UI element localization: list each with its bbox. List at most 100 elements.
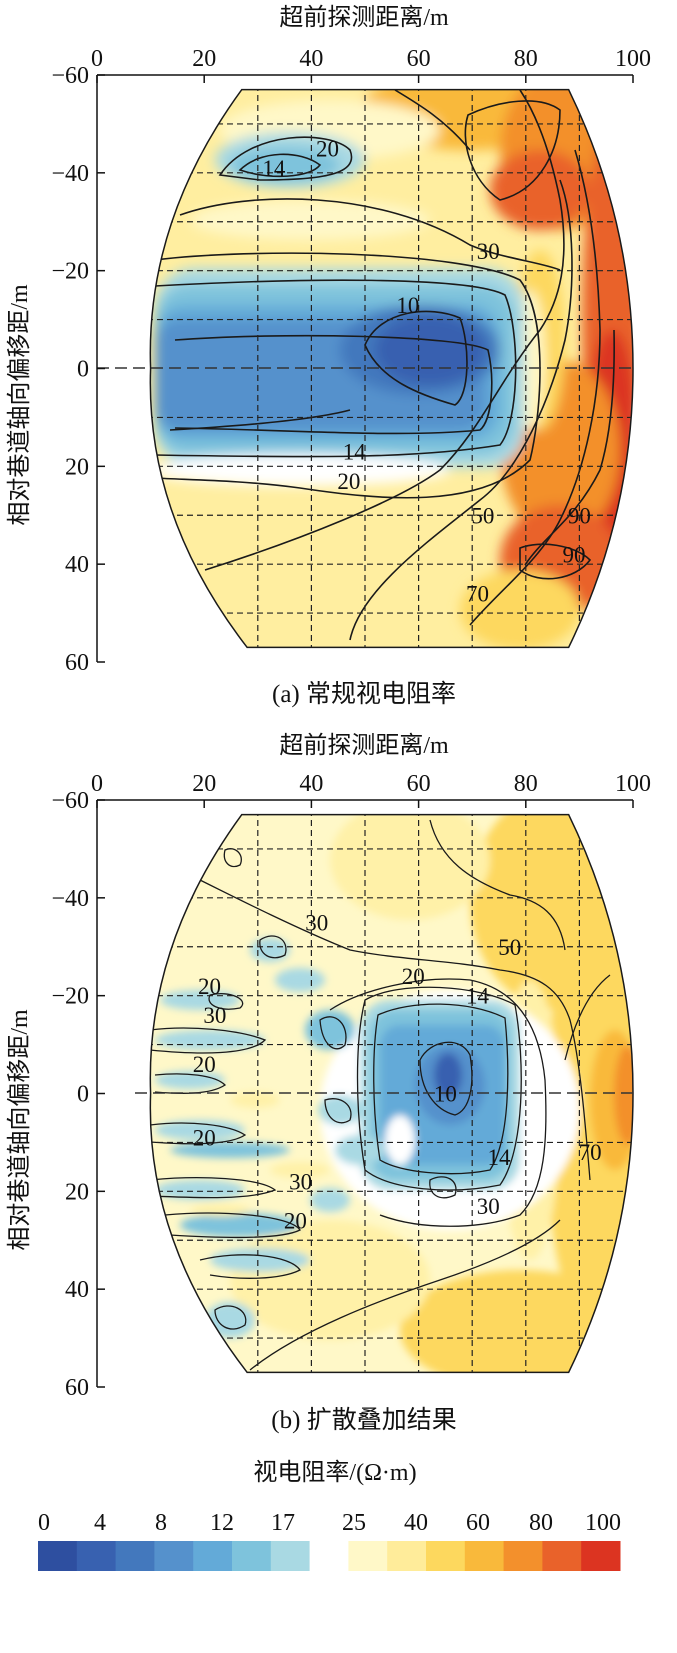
contour-label: 90 [563, 542, 586, 567]
y-tick-label: 20 [65, 454, 89, 480]
contour-label: 30 [289, 1170, 312, 1195]
x-tick-label: 0 [91, 46, 103, 72]
contour-label: 14 [488, 1145, 512, 1170]
x-tick-label: 40 [299, 771, 323, 797]
panel-b-y-axis-title: 相对巷道轴向偏移距/m [6, 1009, 33, 1251]
panel-a-contour-labels: 20 14 30 10 14 20 50 90 90 70 [262, 136, 591, 607]
x-tick-label: 80 [514, 46, 538, 72]
colorbar-swatch [542, 1541, 582, 1571]
contour-label: 20 [402, 964, 425, 989]
colorbar-swatch [426, 1541, 466, 1571]
colorbar-tick-label: 4 [94, 1510, 106, 1536]
colorbar-tick-label: 60 [466, 1510, 490, 1536]
panel-a: 超前探测距离/m 相对巷道轴向偏移距/m [6, 4, 651, 708]
x-tick-label: 60 [407, 46, 431, 72]
y-tick-label: −40 [51, 886, 89, 912]
panel-b-x-axis-title: 超前探测距离/m [279, 732, 449, 759]
panel-a-y-ticks: −60 −40 −20 0 20 40 60 [51, 63, 105, 676]
colorbar-tick-label: 8 [155, 1510, 167, 1536]
panel-b-boundary [149, 813, 634, 1374]
colorbar-swatches [38, 1541, 621, 1571]
colorbar-tick-label: 100 [585, 1510, 621, 1536]
contour-label: 14 [343, 440, 367, 465]
colorbar-swatch [115, 1541, 155, 1571]
contour-label: 20 [316, 136, 339, 161]
panel-b-field [150, 814, 633, 1373]
contour-label: 90 [568, 503, 591, 528]
x-tick-label: 80 [514, 771, 538, 797]
colorbar-swatch [38, 1541, 78, 1571]
x-tick-label: 100 [615, 771, 651, 797]
panel-a-boundary [149, 88, 634, 649]
contour-label: 10 [434, 1082, 457, 1107]
colorbar: 视电阻率/(Ω·m) 0 4 8 12 17 25 40 60 80 100 [38, 1459, 621, 1571]
y-tick-label: 20 [65, 1179, 89, 1205]
y-tick-label: 60 [65, 650, 89, 676]
panel-a-field [150, 89, 633, 648]
panel-b-contour-labels: 30 50 20 20 14 30 20 10 20 14 70 30 30 20 [193, 910, 602, 1234]
contour-label: 20 [193, 1126, 216, 1151]
x-tick-label: 0 [91, 771, 103, 797]
contour-label: 14 [262, 156, 286, 181]
x-tick-label: 100 [615, 46, 651, 72]
y-tick-label: 40 [65, 1277, 89, 1303]
colorbar-swatch [232, 1541, 272, 1571]
contour-label: 20 [193, 1052, 216, 1077]
panel-a-grid [150, 89, 633, 648]
contour-label: 50 [471, 503, 494, 528]
colorbar-tick-label: 40 [404, 1510, 428, 1536]
panel-b-x-ticks: 0 20 40 60 80 100 [91, 771, 651, 808]
x-tick-label: 20 [192, 771, 216, 797]
colorbar-swatch [270, 1541, 311, 1571]
y-tick-label: 40 [65, 552, 89, 578]
colorbar-title: 视电阻率/(Ω·m) [253, 1459, 416, 1486]
colorbar-tick-label: 0 [38, 1510, 50, 1536]
y-tick-label: 0 [77, 1082, 89, 1108]
colorbar-tick-label: 80 [529, 1510, 553, 1536]
contour-label: 20 [337, 469, 360, 494]
x-tick-label: 60 [407, 771, 431, 797]
y-tick-label: −20 [51, 259, 89, 285]
colorbar-swatch [193, 1541, 233, 1571]
contour-label: 50 [498, 935, 521, 960]
contour-label: 30 [477, 239, 500, 264]
colorbar-swatch [503, 1541, 543, 1571]
panel-a-x-ticks: 0 20 40 60 80 100 [91, 46, 651, 83]
panel-b-caption: (b) 扩散叠加结果 [271, 1406, 456, 1434]
x-tick-label: 20 [192, 46, 216, 72]
y-tick-label: −60 [51, 788, 89, 814]
contour-label: 30 [477, 1194, 500, 1219]
colorbar-swatch [154, 1541, 194, 1571]
y-tick-label: −60 [51, 63, 89, 89]
y-tick-label: 0 [77, 357, 89, 383]
colorbar-tick-label: 17 [271, 1510, 295, 1536]
contour-label: 30 [305, 910, 328, 935]
colorbar-tick-label: 12 [210, 1510, 234, 1536]
x-tick-label: 40 [299, 46, 323, 72]
y-tick-label: −20 [51, 984, 89, 1010]
contour-label: 20 [198, 974, 221, 999]
contour-label: 30 [203, 1003, 226, 1028]
panel-b-y-ticks: −60 −40 −20 0 20 40 60 [51, 788, 105, 1401]
colorbar-ticks: 0 4 8 12 17 25 40 60 80 100 [38, 1510, 621, 1536]
panel-a-y-axis-title: 相对巷道轴向偏移距/m [6, 284, 33, 526]
panel-a-x-axis-title: 超前探测距离/m [279, 4, 449, 31]
colorbar-swatch [387, 1541, 427, 1571]
colorbar-swatch [464, 1541, 505, 1571]
panel-b: 超前探测距离/m 相对巷道轴向偏移距/m [6, 732, 651, 1434]
contour-label: 20 [284, 1209, 307, 1234]
contour-label: 14 [466, 984, 490, 1009]
contour-label: 70 [579, 1140, 602, 1165]
colorbar-swatch [309, 1541, 349, 1571]
colorbar-swatch [581, 1541, 621, 1571]
colorbar-tick-label: 25 [342, 1510, 366, 1536]
colorbar-swatch [348, 1541, 388, 1571]
y-tick-label: 60 [65, 1375, 89, 1401]
contour-label: 70 [466, 582, 489, 607]
panel-b-grid [150, 814, 633, 1373]
panel-a-caption: (a) 常规视电阻率 [272, 680, 456, 708]
colorbar-swatch [76, 1541, 117, 1571]
y-tick-label: −40 [51, 161, 89, 187]
contour-label: 10 [396, 293, 419, 318]
